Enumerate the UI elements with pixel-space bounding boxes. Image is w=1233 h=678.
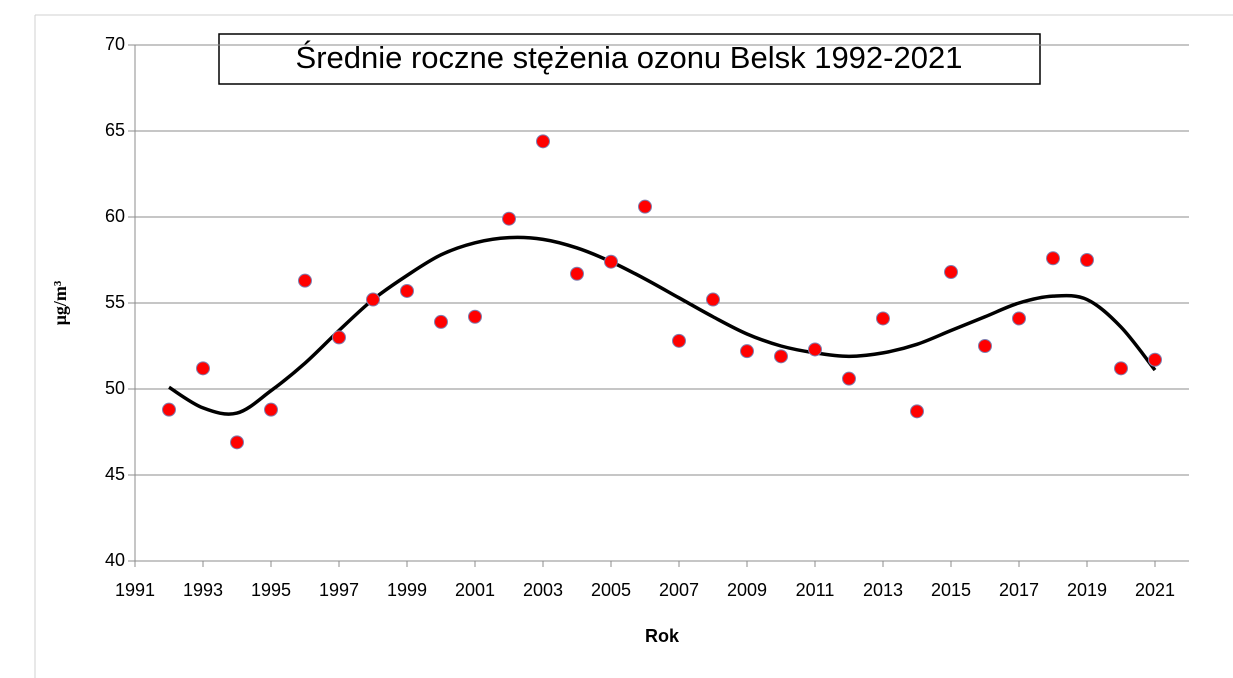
data-point [570,266,584,281]
data-point [1046,251,1060,266]
y-tick-label: 55 [105,292,125,312]
x-tick-label: 2001 [455,580,495,600]
data-point [1012,311,1026,326]
data-point [400,283,414,298]
data-point [502,211,516,226]
data-point [672,333,686,348]
data-point [604,254,618,269]
data-point [1148,352,1162,367]
data-point [740,344,754,359]
x-tick-label: 1997 [319,580,359,600]
x-tick-label: 2015 [931,580,971,600]
x-tick-label: 2007 [659,580,699,600]
y-tick-label: 40 [105,550,125,570]
y-tick-label: 70 [105,34,125,54]
data-point [264,402,278,417]
data-point [706,292,720,307]
data-point [298,273,312,288]
x-tick-label: 2021 [1135,580,1175,600]
data-point [808,342,822,357]
data-point [196,361,210,376]
x-tick-label: 2009 [727,580,767,600]
x-tick-label: 1999 [387,580,427,600]
x-tick-label: 2003 [523,580,563,600]
data-point [468,309,482,324]
data-point [230,435,244,450]
data-point [774,349,788,364]
y-axis-title: μg/m³ [50,280,70,325]
x-tick-label: 2019 [1067,580,1107,600]
x-tick-label: 1993 [183,580,223,600]
data-point [842,371,856,386]
data-point [910,404,924,419]
y-tick-label: 60 [105,206,125,226]
x-tick-label: 1995 [251,580,291,600]
y-tick-label: 65 [105,120,125,140]
data-point [978,339,992,353]
title-box [218,33,1041,85]
data-point [944,265,958,280]
data-point [366,292,380,307]
x-tick-label: 1991 [115,580,155,600]
data-point [434,314,448,329]
trend-line [168,235,1157,416]
data-point [1114,361,1128,376]
data-point [332,330,346,345]
data-point [638,199,652,214]
data-point [162,402,176,417]
x-tick-label: 2017 [999,580,1039,600]
x-tick-label: 2011 [796,580,835,600]
data-point [536,134,550,149]
x-tick-label: 2005 [591,580,631,600]
y-tick-label: 45 [105,464,125,484]
x-tick-label: 2013 [863,580,903,600]
y-tick-label: 50 [105,378,125,398]
data-point [1080,253,1094,267]
x-axis-title: Rok [645,626,680,646]
data-point [876,311,890,326]
